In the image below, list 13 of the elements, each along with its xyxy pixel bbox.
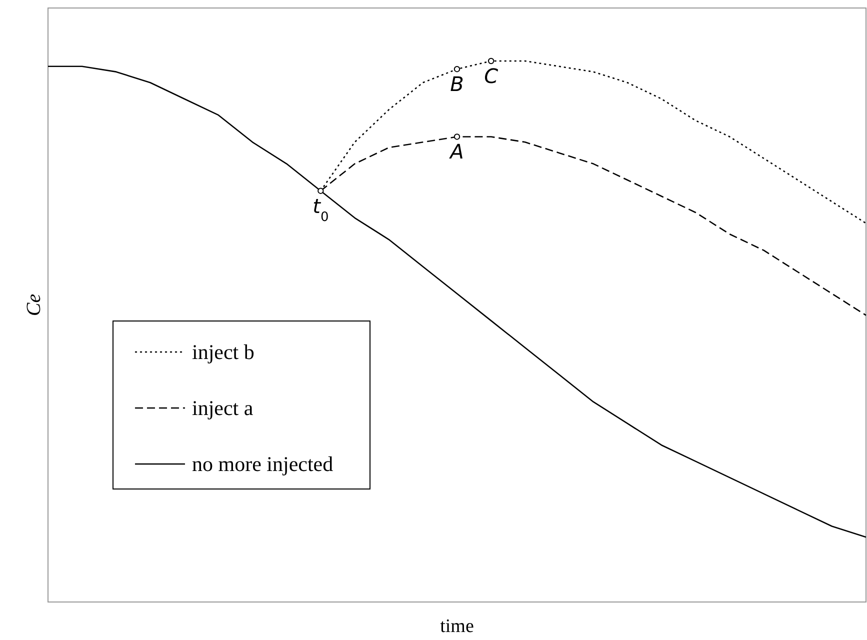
annotation: t$_{0}$ [312, 194, 329, 224]
point [488, 58, 494, 64]
annotation: B [450, 72, 464, 96]
legend-label: no more injected [192, 452, 334, 476]
legend-label: inject a [192, 396, 254, 420]
annotation: C [484, 64, 498, 88]
point [454, 66, 460, 72]
x-axis-title: time [440, 616, 474, 637]
point [318, 188, 324, 194]
point [454, 134, 460, 140]
annotation: A [448, 140, 464, 164]
y-axis-title: Ce [23, 294, 45, 316]
legend-label: inject b [192, 340, 254, 364]
